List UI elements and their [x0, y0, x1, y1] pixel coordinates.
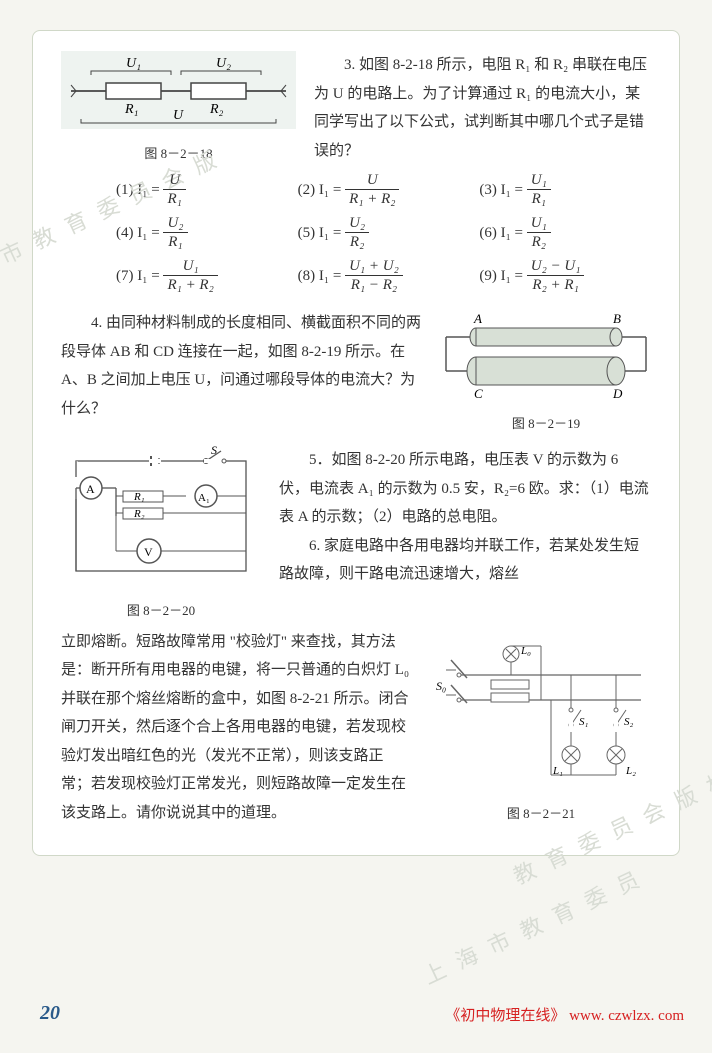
formula-grid: (1) I₁ = UR₁ (2) I₁ = UR₁ + R₂ (3) I₁ = …	[116, 172, 651, 295]
figure-8-2-19: A B C D 图 8－2－19	[441, 309, 651, 436]
svg-text:S: S	[211, 446, 217, 457]
svg-text:L₂: L₂	[625, 765, 636, 777]
page-number: 20	[40, 1002, 60, 1025]
formula-5: (5) I₁ = U₂R₂	[298, 215, 470, 252]
svg-text:S₀: S₀	[436, 679, 446, 693]
svg-text:S₂: S₂	[624, 716, 634, 728]
svg-text:V: V	[144, 545, 153, 559]
figure-caption: 图 8－2－18	[61, 142, 296, 167]
svg-text:R₂: R₂	[209, 102, 224, 117]
svg-text:L₀: L₀	[520, 645, 531, 657]
footer-title: 《初中物理在线》	[445, 1008, 565, 1024]
formula-4: (4) I₁ = U₂R₁	[116, 215, 288, 252]
watermark: 上 海 市 教 育 委 员	[417, 861, 647, 991]
formula-3: (3) I₁ = U₁R₁	[479, 172, 651, 209]
figure-8-2-18: U₁ U₂ R₁ R₂ U 图 8－2－18	[61, 51, 296, 166]
formula-9: (9) I₁ = U₂ − U₁R₂ + R₁	[479, 258, 651, 295]
figure-8-2-21: S₀ L₀ S₁ L₁	[431, 628, 651, 828]
question-3-text: 3. 如图 8-2-18 所示，电阻 R₁ 和 R₂ 串联在电压为 U 的电路上…	[314, 51, 651, 166]
formula-2: (2) I₁ = UR₁ + R₂	[298, 172, 470, 209]
svg-text:R₁: R₁	[133, 491, 145, 503]
svg-text:A₁: A₁	[198, 492, 210, 504]
svg-text:U₂: U₂	[216, 56, 231, 71]
figure-caption: 图 8－2－20	[61, 599, 261, 624]
svg-text:C: C	[474, 386, 483, 399]
figure-8-2-20: S A R₁ R₂ A₁	[61, 446, 261, 623]
svg-text:S₁: S₁	[579, 716, 589, 728]
footer-link: 《初中物理在线》 www. czwlzx. com	[445, 1004, 684, 1025]
svg-text:U₁: U₁	[126, 56, 141, 71]
svg-text:B: B	[613, 311, 621, 326]
formula-6: (6) I₁ = U₁R₂	[479, 215, 651, 252]
svg-text:A: A	[86, 482, 95, 496]
svg-text:R₁: R₁	[124, 102, 138, 117]
footer-url: www. czwlzx. com	[569, 1008, 684, 1024]
svg-text:R₂: R₂	[133, 508, 145, 520]
svg-text:U: U	[173, 108, 184, 123]
question-6-body: 立即熔断。短路故障常用 "校验灯" 来查找，其方法是：断开所有用电器的电键，将一…	[61, 628, 413, 828]
svg-text:D: D	[612, 386, 623, 399]
question-6-lead: 6. 家庭电路中各用电器均并联工作，若某处发生短路故障，则干路电流迅速增大，熔丝	[279, 532, 651, 589]
formula-7: (7) I₁ = U₁R₁ + R₂	[116, 258, 288, 295]
figure-caption: 图 8－2－21	[431, 802, 651, 827]
question-4-text: 4. 由同种材料制成的长度相同、横截面积不同的两段导体 AB 和 CD 连接在一…	[61, 309, 423, 436]
formula-8: (8) I₁ = U₁ + U₂R₁ − R₂	[298, 258, 470, 295]
formula-1: (1) I₁ = UR₁	[116, 172, 288, 209]
figure-caption: 图 8－2－19	[441, 412, 651, 437]
question-5-text: 5．如图 8-2-20 所示电路，电压表 V 的示数为 6 伏，电流表 A₁ 的…	[279, 446, 651, 532]
page-content: U₁ U₂ R₁ R₂ U 图 8－2－18 3. 如图 8-2-18 所示，电…	[32, 30, 680, 856]
svg-text:A: A	[473, 311, 482, 326]
